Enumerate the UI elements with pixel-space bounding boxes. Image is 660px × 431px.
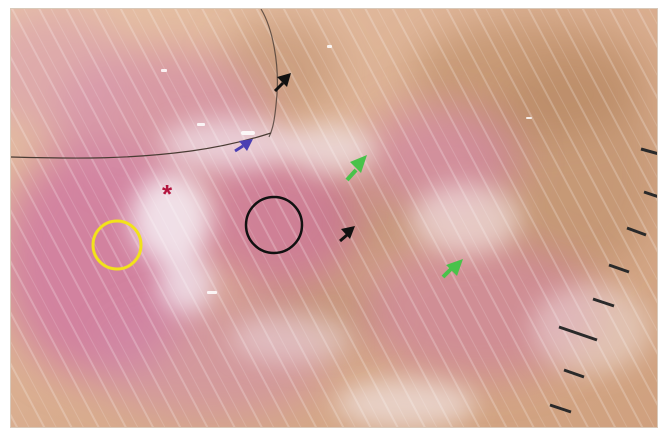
black-circle [244,195,304,255]
green-arrow-lower [441,259,463,279]
black-arrow-center [339,226,355,243]
blue-arrow [234,139,253,153]
dermoscopy-image-svg: * [11,9,657,427]
black-arrow-top [273,73,291,93]
scale-flakes [161,45,532,294]
scale-ticks [549,147,657,414]
yellow-circle [91,219,143,271]
skin-lines [11,9,657,427]
star-marker: * [162,179,173,209]
dermoscopy-photo: * [10,8,658,428]
green-arrow-upper [345,155,367,182]
